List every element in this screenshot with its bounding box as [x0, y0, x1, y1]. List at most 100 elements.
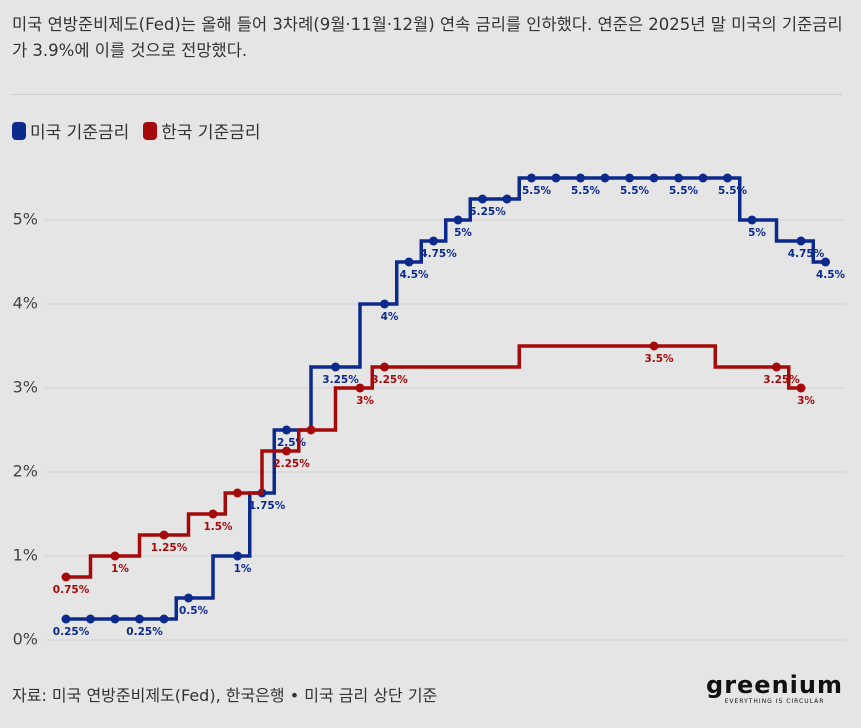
step-segment	[262, 428, 287, 495]
data-label: 0.5%	[179, 605, 209, 617]
data-point	[61, 614, 71, 624]
data-label: 2.25%	[273, 458, 310, 470]
data-label: 4.5%	[816, 269, 846, 281]
step-segment	[286, 428, 311, 453]
data-point	[404, 257, 414, 267]
step-segment	[188, 554, 238, 600]
divider	[12, 94, 842, 95]
data-point	[61, 572, 71, 582]
y-tick-label: 1%	[13, 546, 38, 565]
data-point	[355, 383, 365, 393]
data-point	[429, 236, 438, 246]
data-point	[282, 446, 291, 456]
data-label: 3.25%	[763, 374, 800, 386]
data-point	[159, 530, 169, 540]
data-point	[551, 173, 561, 183]
legend-swatch	[12, 121, 26, 140]
step-segment	[384, 344, 654, 369]
data-point	[159, 614, 169, 624]
data-point	[380, 362, 389, 372]
data-label: 3.5%	[644, 353, 674, 365]
step-segment	[433, 218, 458, 243]
step-segment	[311, 386, 360, 432]
data-label: 4.75%	[420, 248, 457, 260]
data-label: 5%	[454, 227, 472, 239]
y-tick-label: 3%	[13, 378, 38, 397]
data-point	[796, 236, 806, 246]
data-point	[331, 362, 340, 372]
data-point	[625, 173, 634, 183]
data-point	[649, 341, 659, 351]
data-label: 4.75%	[788, 248, 825, 260]
step-segment	[213, 491, 238, 516]
data-label: 1.75%	[249, 500, 286, 512]
data-point	[478, 194, 487, 204]
data-label: 5.5%	[669, 185, 699, 197]
legend-item: 한국 기준금리	[143, 118, 261, 143]
step-segment	[776, 365, 801, 390]
data-label: 4.5%	[399, 269, 429, 281]
step-segment	[360, 365, 385, 390]
data-label: 3.25%	[322, 374, 359, 386]
data-point	[110, 551, 120, 561]
data-label: 3.25%	[371, 374, 408, 386]
data-label: 5.25%	[469, 206, 506, 218]
data-label: 2.5%	[277, 437, 307, 449]
legend-item: 미국 기준금리	[12, 118, 129, 143]
data-label: 4%	[381, 311, 399, 323]
data-label: 3%	[797, 395, 815, 407]
data-point	[527, 173, 536, 183]
data-point	[380, 299, 389, 309]
data-point	[723, 173, 732, 183]
data-label: 3%	[356, 395, 374, 407]
data-point	[135, 614, 144, 624]
data-point	[453, 215, 463, 225]
data-label: 0.25%	[126, 626, 163, 638]
chart-title: 미국 연방준비제도(Fed)는 올해 들어 3차례(9월·11월·12월) 연속…	[12, 15, 843, 60]
legend-swatch	[143, 121, 158, 140]
data-label: 5.5%	[718, 185, 748, 197]
data-point	[821, 257, 830, 267]
data-point	[502, 194, 512, 204]
step-segment	[507, 176, 532, 201]
data-point	[282, 425, 291, 435]
data-point	[674, 173, 683, 183]
step-segment	[164, 596, 189, 621]
y-tick-label: 2%	[13, 462, 38, 481]
step-segment	[654, 344, 777, 369]
data-point	[796, 383, 806, 393]
step-segment	[801, 239, 826, 264]
step-segment	[727, 176, 752, 222]
legend: 미국 기준금리 한국 기준금리	[12, 118, 261, 143]
data-label: 1%	[234, 563, 252, 575]
data-point	[649, 173, 659, 183]
data-label: 5.5%	[620, 185, 650, 197]
data-point	[306, 425, 316, 435]
step-segment	[164, 512, 213, 537]
logo-tagline: EVERYTHING IS CIRCULAR	[724, 698, 825, 705]
y-tick-label: 5%	[13, 210, 38, 229]
data-point	[110, 614, 120, 624]
data-point	[233, 551, 242, 561]
data-point	[576, 173, 585, 183]
logo-text: greenium	[706, 671, 843, 699]
step-segment	[335, 302, 385, 369]
data-point	[747, 215, 757, 225]
step-segment	[409, 239, 434, 264]
step-segment	[66, 554, 115, 579]
data-point	[86, 614, 95, 624]
data-point	[184, 593, 193, 603]
data-label: 1.25%	[151, 542, 188, 554]
data-label: 0.75%	[53, 584, 90, 596]
step-segment	[752, 218, 801, 243]
y-tick-label: 0%	[13, 630, 38, 649]
step-segment	[115, 533, 164, 558]
data-point	[772, 362, 781, 372]
data-label: 5.5%	[571, 185, 601, 197]
step-segment	[458, 197, 483, 222]
step-segment	[237, 449, 287, 495]
data-label: 0.25%	[53, 626, 90, 638]
legend-label: 미국 기준금리	[30, 123, 130, 143]
